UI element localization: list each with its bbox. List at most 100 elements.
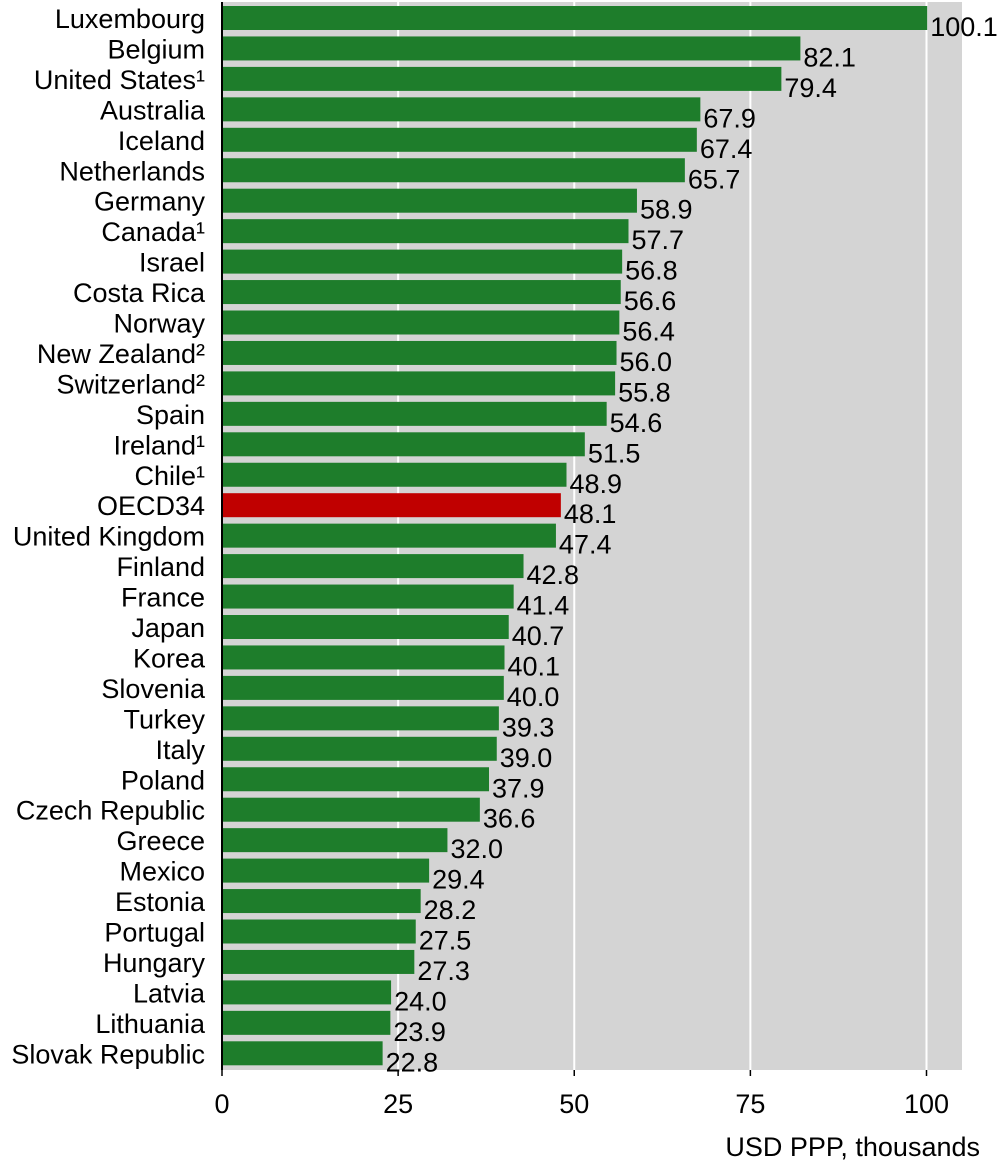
category-label: United Kingdom — [13, 522, 205, 552]
category-label: OECD34 — [97, 491, 205, 521]
category-label: Portugal — [104, 918, 205, 948]
value-label: 23.9 — [393, 1017, 446, 1047]
category-label: Australia — [100, 95, 206, 125]
bar — [222, 36, 801, 61]
bar — [222, 432, 585, 457]
value-labels: 100.182.179.467.967.465.758.957.756.856.… — [386, 12, 998, 1077]
bar — [222, 980, 392, 1005]
value-label: 27.5 — [419, 926, 472, 956]
category-label: Switzerland² — [56, 369, 205, 399]
value-label: 57.7 — [631, 225, 684, 255]
bar — [222, 280, 621, 305]
category-label: Italy — [155, 735, 205, 765]
value-label: 39.3 — [502, 712, 555, 742]
category-label: Lithuania — [95, 1009, 206, 1039]
x-axis-ticks: 0 25 50 75 100 — [214, 1070, 949, 1119]
category-label: France — [121, 583, 205, 613]
bar — [222, 675, 504, 700]
value-label: 79.4 — [784, 73, 837, 103]
value-label: 27.3 — [417, 956, 470, 986]
category-label: Canada¹ — [101, 217, 205, 247]
category-label: Slovenia — [101, 674, 206, 704]
category-label: Slovak Republic — [11, 1039, 205, 1069]
category-label: United States¹ — [34, 65, 205, 95]
category-label: Israel — [139, 248, 205, 278]
category-label: Turkey — [123, 704, 205, 734]
category-label: Netherlands — [59, 156, 205, 186]
value-label: 32.0 — [450, 834, 503, 864]
value-label: 48.9 — [570, 469, 623, 499]
value-label: 41.4 — [517, 591, 570, 621]
x-axis-title: USD PPP, thousands — [725, 1132, 980, 1162]
category-label: Ireland¹ — [113, 430, 205, 460]
category-label: Czech Republic — [16, 796, 205, 826]
category-label: Greece — [116, 826, 205, 856]
value-label: 28.2 — [424, 895, 477, 925]
value-label: 82.1 — [803, 42, 856, 72]
bar — [222, 858, 430, 883]
bars — [222, 6, 928, 1066]
bar — [222, 736, 497, 761]
bar — [222, 706, 499, 731]
bar — [222, 554, 524, 579]
value-label: 54.6 — [610, 408, 663, 438]
category-label: Korea — [133, 643, 206, 673]
bar — [222, 97, 701, 122]
bar — [222, 371, 616, 396]
bar — [222, 584, 514, 609]
bar — [222, 127, 697, 152]
category-label: Estonia — [115, 887, 206, 917]
category-label: Hungary — [103, 948, 206, 978]
bar — [222, 6, 928, 30]
x-tick-label: 25 — [383, 1089, 413, 1119]
category-label: New Zealand² — [37, 339, 205, 369]
value-label: 47.4 — [559, 530, 612, 560]
bar — [222, 249, 623, 274]
value-label: 56.0 — [620, 347, 673, 377]
bar — [222, 523, 556, 548]
bar — [222, 645, 505, 670]
x-tick-label: 75 — [735, 1089, 765, 1119]
category-label: Chile¹ — [134, 461, 205, 491]
bar — [222, 1041, 383, 1066]
bar — [222, 949, 415, 974]
value-label: 56.6 — [624, 286, 677, 316]
category-label: Poland — [121, 765, 205, 795]
bar — [222, 1010, 391, 1035]
value-label: 37.9 — [492, 773, 545, 803]
value-label: 67.4 — [700, 134, 753, 164]
value-label: 40.7 — [512, 621, 565, 651]
category-label: Latvia — [133, 978, 206, 1008]
bar — [222, 219, 629, 244]
bar — [222, 797, 480, 822]
category-label: Japan — [131, 613, 205, 643]
x-tick-label: 100 — [904, 1089, 949, 1119]
value-label: 22.8 — [386, 1047, 439, 1077]
bar — [222, 889, 421, 914]
value-label: 56.4 — [622, 317, 675, 347]
bar — [222, 919, 416, 944]
value-label: 55.8 — [618, 377, 671, 407]
value-label: 29.4 — [432, 865, 485, 895]
bar — [222, 188, 637, 213]
category-label: Spain — [136, 400, 205, 430]
bar — [222, 66, 782, 91]
bar — [222, 615, 509, 639]
category-label: Finland — [116, 552, 205, 582]
bar — [222, 158, 685, 183]
bar — [222, 310, 620, 335]
value-label: 48.1 — [564, 499, 617, 529]
value-label: 67.9 — [703, 103, 756, 133]
bar — [222, 462, 567, 487]
category-label: Germany — [94, 187, 206, 217]
bar — [222, 340, 617, 365]
value-label: 40.1 — [508, 651, 561, 681]
x-tick-label: 0 — [214, 1089, 229, 1119]
value-label: 24.0 — [394, 986, 447, 1016]
bar — [222, 767, 490, 792]
value-label: 58.9 — [640, 195, 693, 225]
category-label: Costa Rica — [73, 278, 206, 308]
category-label: Norway — [113, 309, 205, 339]
category-label: Belgium — [107, 34, 205, 64]
